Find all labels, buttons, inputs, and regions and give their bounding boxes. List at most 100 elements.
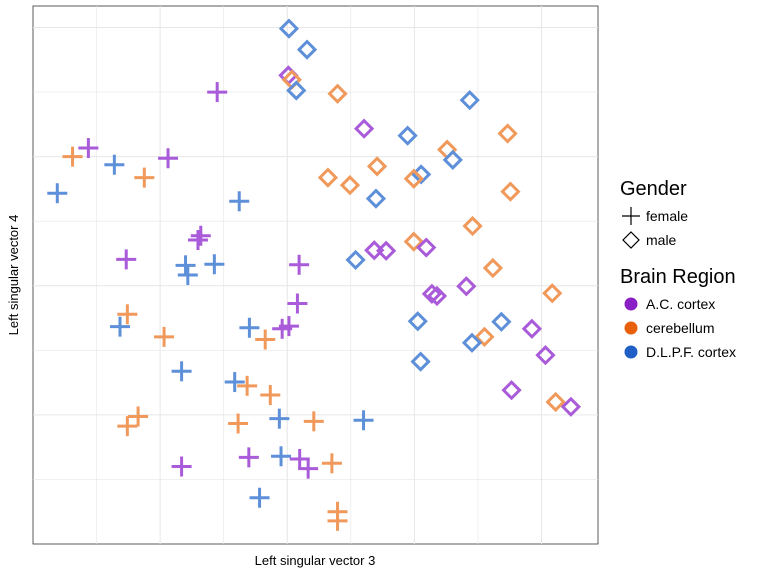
data-point-male [353, 118, 375, 139]
data-point-male [542, 283, 563, 304]
data-point-male [497, 123, 518, 144]
data-point-female [190, 225, 211, 246]
data-point-female [289, 254, 310, 275]
data-point-female [154, 326, 175, 347]
legend-label-female: female [646, 208, 689, 224]
data-point-female [134, 167, 155, 188]
data-point-male [278, 18, 300, 39]
data-point-female [255, 329, 276, 350]
legend-item-cerebellum: cerebellum [620, 316, 736, 340]
data-point-male [403, 231, 424, 252]
cross-icon [622, 207, 640, 225]
circle-icon [624, 297, 638, 311]
y-axis-label: Left singular vector 4 [6, 215, 21, 336]
legend-label-dlpf-cortex: D.L.P.F. cortex [646, 344, 737, 360]
region-legend-title: Brain Region [620, 266, 736, 288]
data-point-male [545, 391, 566, 413]
data-point-male [286, 80, 307, 101]
data-point-female [249, 487, 270, 508]
data-point-female [237, 375, 258, 396]
legend-item-male: male [620, 228, 736, 252]
data-point-female [110, 316, 131, 337]
data-point-female [272, 318, 293, 339]
diamond-icon [622, 231, 640, 249]
data-point-female [175, 255, 196, 276]
data-point-female [117, 416, 138, 437]
gender-legend-title: Gender [620, 178, 687, 200]
data-point-male [560, 396, 582, 417]
data-points [47, 18, 582, 531]
data-point-female [204, 254, 225, 275]
data-point-female [78, 138, 99, 159]
region-legend: Brain Region A.C. cortex cerebellum D.L.… [620, 266, 736, 364]
data-point-female [229, 191, 250, 212]
x-axis-label: Left singular vector 3 [255, 553, 376, 568]
data-point-female [104, 154, 125, 175]
data-point-male [535, 345, 556, 366]
data-point-female [116, 249, 137, 270]
data-point-female [62, 146, 83, 167]
data-point-male [365, 188, 387, 209]
data-point-female [117, 304, 138, 325]
data-point-female [327, 510, 348, 531]
data-point-female [239, 317, 260, 338]
circle-icon [624, 345, 638, 359]
data-point-female [171, 456, 192, 477]
data-point-male [407, 311, 428, 332]
data-point-female [171, 361, 192, 382]
legend-label-ac-cortex: A.C. cortex [646, 296, 716, 312]
data-point-female [298, 458, 319, 479]
data-point-male [500, 181, 521, 202]
circle-icon [624, 321, 638, 335]
data-point-female [271, 446, 292, 467]
data-point-female [287, 293, 308, 314]
data-point-female [128, 406, 149, 427]
data-point-male [317, 167, 339, 188]
data-point-male [491, 311, 512, 332]
data-point-male [442, 149, 463, 170]
data-point-male [296, 39, 318, 60]
data-point-male [366, 156, 388, 177]
grid-lines [33, 6, 598, 544]
data-point-male [426, 285, 448, 307]
legend-item-dlpf-cortex: D.L.P.F. cortex [620, 340, 736, 364]
data-point-female [47, 183, 68, 204]
data-point-female [303, 411, 324, 432]
legend-item-ac-cortex: A.C. cortex [620, 292, 736, 316]
data-point-female [321, 453, 342, 474]
data-point-male [403, 168, 424, 189]
data-point-female [269, 408, 290, 429]
data-point-female [177, 265, 198, 285]
data-point-male [327, 83, 348, 104]
data-point-male [461, 332, 483, 353]
data-point-female [224, 372, 245, 393]
legend-label-male: male [646, 232, 677, 248]
legend: Gender female male Brain Region A.C. cor… [620, 178, 736, 364]
data-point-male [376, 240, 397, 261]
data-point-female [158, 148, 179, 169]
data-point-male [456, 276, 477, 297]
data-point-male [421, 283, 443, 304]
data-point-male [345, 249, 366, 271]
data-point-female [228, 413, 249, 434]
data-point-female [238, 447, 259, 468]
data-point-male [474, 326, 495, 347]
legend-item-female: female [620, 204, 736, 228]
legend-label-cerebellum: cerebellum [646, 320, 715, 336]
gender-legend: Gender female male [620, 178, 736, 252]
data-point-female [353, 410, 374, 431]
data-point-female [289, 448, 310, 469]
plot-background [32, 5, 599, 545]
data-point-male [462, 215, 483, 237]
data-point-female [187, 230, 208, 251]
data-point-male [501, 380, 522, 401]
data-point-male [416, 237, 437, 258]
data-point-male [521, 318, 543, 339]
data-point-female [260, 384, 281, 405]
data-point-male [339, 175, 361, 196]
data-point-male [482, 257, 504, 279]
data-point-male [459, 90, 480, 111]
data-point-female [207, 82, 228, 103]
data-point-male [397, 125, 418, 146]
